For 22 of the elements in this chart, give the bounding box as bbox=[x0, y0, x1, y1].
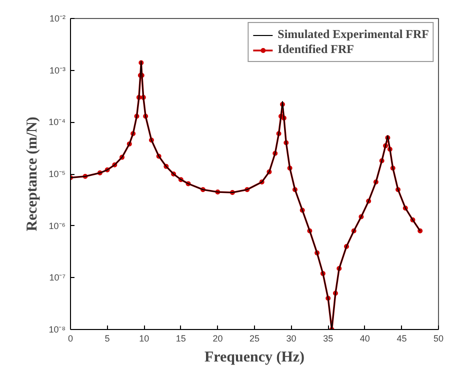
x-tick-label: 10 bbox=[139, 334, 150, 344]
y-tick-label: 10⁻² bbox=[49, 14, 66, 24]
x-tick-label: 30 bbox=[286, 334, 296, 344]
x-tick-label: 5 bbox=[104, 334, 110, 344]
x-tick-label: 0 bbox=[68, 334, 74, 344]
y-tick-label: 10⁻⁸ bbox=[48, 324, 66, 334]
y-tick-label: 10⁻⁶ bbox=[48, 220, 66, 231]
x-tick-label: 40 bbox=[360, 334, 370, 344]
y-axis-title: Receptance (m/N) bbox=[24, 116, 41, 232]
x-tick-label: 25 bbox=[249, 334, 260, 344]
y-tick-label: 10⁻⁵ bbox=[48, 169, 66, 179]
x-tick-label: 35 bbox=[323, 334, 334, 344]
legend-label: Identified FRF bbox=[278, 42, 354, 57]
legend-label: Simulated Experimental FRF bbox=[278, 27, 429, 42]
x-tick-label: 45 bbox=[396, 334, 407, 344]
y-tick-label: 10⁻³ bbox=[49, 65, 66, 76]
y-tick-label: 10⁻⁷ bbox=[49, 272, 66, 283]
x-tick-label: 50 bbox=[433, 334, 444, 344]
x-axis-title: Frequency (Hz) bbox=[204, 350, 305, 366]
x-tick-label: 20 bbox=[212, 334, 223, 344]
x-tick-label: 15 bbox=[176, 334, 186, 344]
y-tick-label: 10⁻⁴ bbox=[48, 117, 66, 128]
